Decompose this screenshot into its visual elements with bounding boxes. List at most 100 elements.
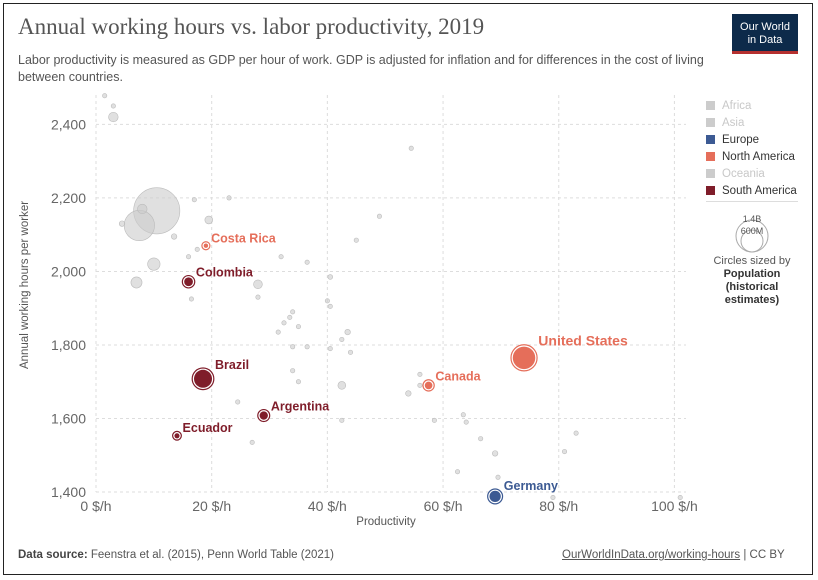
x-tick-label: 100 $/h bbox=[651, 498, 698, 514]
legend-divider bbox=[706, 201, 798, 202]
highlighted-data-point[interactable] bbox=[489, 490, 501, 503]
data-point[interactable] bbox=[573, 430, 579, 436]
legend-swatch bbox=[706, 101, 715, 110]
y-tick-labels: 1,400 1,600 1,800 2,000 2,200 2,400 bbox=[51, 116, 86, 500]
data-point[interactable] bbox=[226, 195, 232, 201]
x-tick-label: 60 $/h bbox=[424, 498, 463, 514]
x-tick-label: 20 $/h bbox=[192, 498, 231, 514]
data-point[interactable] bbox=[324, 298, 330, 304]
data-point[interactable] bbox=[405, 390, 412, 397]
data-point[interactable] bbox=[550, 495, 556, 501]
data-point[interactable] bbox=[235, 399, 241, 405]
data-point[interactable] bbox=[194, 246, 200, 252]
data-point[interactable] bbox=[186, 254, 192, 260]
data-point[interactable] bbox=[290, 309, 296, 315]
data-point[interactable] bbox=[478, 436, 484, 442]
data-point[interactable] bbox=[147, 257, 161, 271]
data-point[interactable] bbox=[408, 145, 414, 151]
legend-item[interactable]: North America bbox=[706, 148, 797, 165]
data-point[interactable] bbox=[275, 329, 281, 335]
source-link[interactable]: OurWorldInData.org/working-hours bbox=[562, 549, 741, 561]
point-label: Brazil bbox=[215, 358, 249, 372]
legend-item[interactable]: Oceania bbox=[706, 165, 797, 182]
highlighted-data-point[interactable] bbox=[512, 346, 536, 370]
size-legend-large-circle bbox=[735, 219, 769, 253]
size-legend-caption: Circles sized by Population (historical … bbox=[700, 255, 804, 307]
data-point[interactable] bbox=[677, 495, 683, 501]
x-tick-labels: 0 $/h 20 $/h 40 $/h 60 $/h 80 $/h 100 $/h bbox=[80, 498, 697, 514]
data-point[interactable] bbox=[304, 344, 310, 350]
data-point[interactable] bbox=[417, 371, 423, 377]
data-point[interactable] bbox=[281, 320, 287, 326]
data-point[interactable] bbox=[249, 439, 255, 445]
data-point[interactable] bbox=[287, 314, 293, 320]
data-point[interactable] bbox=[295, 379, 301, 385]
data-point[interactable] bbox=[455, 469, 461, 475]
highlighted-data-point[interactable] bbox=[184, 277, 193, 287]
data-point[interactable] bbox=[278, 254, 284, 260]
data-point[interactable] bbox=[253, 279, 263, 289]
legend: Africa Asia Europe North America Oceania Sout… bbox=[706, 97, 797, 199]
legend-item[interactable]: Africa bbox=[706, 97, 797, 114]
data-point[interactable] bbox=[492, 450, 499, 457]
data-point[interactable] bbox=[295, 324, 301, 330]
data-source-text: Feenstra et al. (2015), Penn World Table… bbox=[90, 549, 335, 561]
data-point[interactable] bbox=[327, 346, 333, 352]
data-point[interactable] bbox=[255, 294, 261, 300]
data-point[interactable] bbox=[431, 417, 437, 423]
data-source-label: Data source: bbox=[18, 549, 88, 561]
data-point[interactable] bbox=[562, 449, 568, 455]
legend-swatch bbox=[706, 186, 715, 195]
data-point[interactable] bbox=[463, 419, 469, 425]
data-point[interactable] bbox=[460, 412, 466, 418]
data-point[interactable] bbox=[123, 210, 155, 241]
point-label: Argentina bbox=[271, 399, 330, 413]
data-point[interactable] bbox=[110, 103, 116, 109]
legend-swatch bbox=[706, 152, 715, 161]
highlighted-data-point[interactable] bbox=[203, 243, 209, 248]
data-point[interactable] bbox=[102, 93, 108, 99]
owid-logo[interactable]: Our World in Data bbox=[732, 14, 798, 54]
legend-label: Africa bbox=[722, 99, 752, 112]
data-point[interactable] bbox=[417, 382, 423, 388]
size-legend-max: 1.4B bbox=[743, 214, 762, 224]
data-point[interactable] bbox=[339, 417, 345, 423]
data-point[interactable] bbox=[376, 213, 382, 219]
data-source: Data source: Feenstra et al. (2015), Pen… bbox=[18, 549, 334, 561]
data-point[interactable] bbox=[204, 215, 214, 225]
legend-swatch bbox=[706, 169, 715, 178]
data-point[interactable] bbox=[137, 203, 148, 215]
data-point[interactable] bbox=[348, 349, 354, 355]
x-tick-label: 0 $/h bbox=[80, 498, 111, 514]
legend-item[interactable]: South America bbox=[706, 182, 797, 199]
data-point[interactable] bbox=[108, 111, 119, 123]
y-tick-label: 2,400 bbox=[51, 116, 86, 132]
data-point[interactable] bbox=[304, 259, 310, 265]
data-point[interactable] bbox=[191, 197, 197, 203]
data-point[interactable] bbox=[188, 296, 194, 302]
data-point[interactable] bbox=[337, 381, 347, 390]
license-link[interactable]: | CC BY bbox=[743, 549, 785, 561]
data-point[interactable] bbox=[327, 303, 333, 309]
highlighted-data-point[interactable] bbox=[174, 433, 180, 439]
data-point[interactable] bbox=[290, 344, 296, 350]
data-point[interactable] bbox=[495, 474, 501, 480]
legend-label: North America bbox=[722, 150, 795, 163]
data-point[interactable] bbox=[290, 368, 296, 374]
data-point[interactable] bbox=[130, 276, 143, 289]
highlighted-data-point[interactable] bbox=[259, 411, 268, 420]
highlighted-data-point[interactable] bbox=[424, 381, 433, 390]
data-point[interactable] bbox=[353, 237, 359, 243]
data-point[interactable] bbox=[118, 220, 126, 227]
size-legend-min: 600M bbox=[741, 226, 764, 236]
highlighted-data-point[interactable] bbox=[194, 369, 213, 388]
point-label: Ecuador bbox=[183, 421, 233, 435]
data-point[interactable] bbox=[344, 329, 351, 336]
data-point[interactable] bbox=[171, 233, 178, 240]
legend-item[interactable]: Asia bbox=[706, 114, 797, 131]
legend-item[interactable]: Europe bbox=[706, 131, 797, 148]
highlighted-countries-points: United States Canada Costa Rica Germany Braz… bbox=[172, 232, 628, 505]
point-label: United States bbox=[538, 333, 628, 349]
data-point[interactable] bbox=[339, 336, 345, 342]
data-point[interactable] bbox=[327, 274, 333, 280]
